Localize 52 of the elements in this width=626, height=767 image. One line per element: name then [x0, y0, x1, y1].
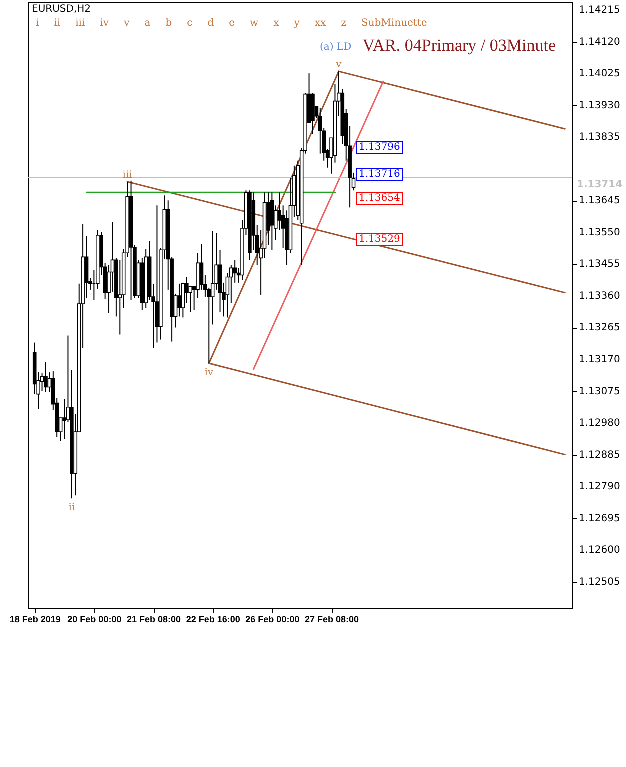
annotation: iii: [76, 18, 86, 29]
x-tick-label: 20 Feb 00:00: [68, 614, 122, 624]
y-tick-label: 1.13455: [579, 259, 620, 270]
y-tick-label: 1.13265: [579, 322, 620, 334]
annotation: SubMinuette: [361, 18, 428, 29]
annotation: v: [124, 18, 130, 29]
annotation: b: [166, 18, 172, 29]
chart-title: EURUSD,H2: [32, 4, 92, 15]
x-tick-label: 22 Feb 16:00: [186, 614, 240, 624]
annotation: (a) LD: [318, 42, 354, 53]
annotation: iii: [122, 170, 132, 181]
y-tick-label: 1.14120: [579, 36, 620, 48]
y-tick-label: 1.13360: [579, 290, 620, 302]
annotation: i: [36, 18, 40, 29]
annotation: e: [229, 18, 236, 29]
x-tick-label: 21 Feb 08:00: [127, 614, 182, 624]
annotation: c: [187, 18, 193, 29]
y-tick-label: 1.12600: [579, 545, 620, 556]
annotation: ii: [68, 502, 76, 514]
annotation: y: [294, 18, 300, 29]
annotation: iv: [100, 18, 110, 29]
y-tick-label: 1.12790: [579, 482, 620, 493]
annotation: iv: [204, 368, 214, 379]
annotation: v: [335, 60, 342, 71]
y-tick-label: 1.13170: [579, 354, 620, 366]
y-tick-label: 1.13835: [579, 132, 620, 144]
annotation: x: [274, 18, 280, 29]
x-tick-label: 27 Feb 08:00: [305, 614, 360, 624]
y-tick-label: 1.14025: [579, 68, 620, 80]
y-tick-label: 1.14215: [579, 5, 620, 16]
annotation: z: [341, 18, 346, 29]
annotation: 1.13529: [356, 233, 404, 246]
annotation: xx: [314, 18, 326, 29]
y-tick-label: 1.13075: [579, 386, 620, 398]
annotation: 1.13796: [356, 141, 404, 154]
y-tick-label: 1.12505: [579, 576, 620, 588]
x-tick-label: 18 Feb 2019: [10, 614, 61, 624]
annotation: 1.13716: [356, 168, 404, 181]
ref-line-label: 1.13714: [577, 180, 623, 191]
annotation: a: [144, 18, 151, 29]
annotation: d: [208, 18, 214, 29]
annotation: ii: [54, 18, 61, 29]
annotation: 1.13654: [356, 192, 404, 205]
y-tick-label: 1.12885: [579, 450, 620, 461]
y-tick-label: 1.12695: [579, 513, 620, 524]
y-tick-label: 1.12980: [579, 418, 620, 430]
y-tick-label: 1.13645: [579, 196, 620, 207]
annotation: VAR. 04Primary / 03Minute: [362, 36, 556, 56]
y-tick-label: 1.13930: [579, 100, 620, 112]
annotation: w: [250, 18, 259, 29]
y-tick-label: 1.13550: [579, 227, 620, 238]
x-tick-label: 26 Feb 00:00: [246, 614, 300, 624]
